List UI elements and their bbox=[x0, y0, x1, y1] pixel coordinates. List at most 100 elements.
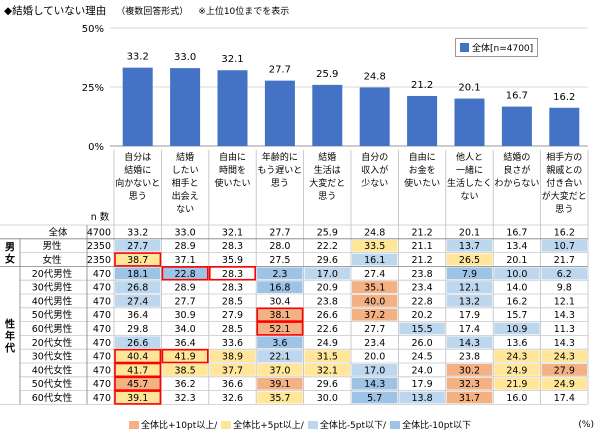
highlight-cell bbox=[352, 308, 398, 321]
highlight-cell bbox=[446, 336, 493, 349]
table-cell-value: 30.0 bbox=[317, 393, 338, 404]
row-n: 470 bbox=[93, 310, 111, 321]
table-cell-value: 36.4 bbox=[127, 310, 148, 321]
category-label: 他人と bbox=[456, 151, 483, 163]
bar bbox=[264, 80, 295, 146]
category-label: 良さが bbox=[503, 164, 530, 176]
table-cell-value: 17.4 bbox=[459, 324, 480, 335]
bar bbox=[454, 98, 485, 146]
table-cell-value: 15.5 bbox=[412, 324, 433, 335]
category-label: 生活したく bbox=[447, 177, 492, 189]
max-marker-box bbox=[114, 252, 162, 267]
table-cell-value: 34.0 bbox=[175, 324, 196, 335]
table-cell-value: 22.8 bbox=[175, 269, 196, 280]
highlight-cell bbox=[352, 391, 398, 404]
table-cell-value: 10.9 bbox=[506, 324, 527, 335]
legend: 全体[n=4700] bbox=[455, 38, 539, 57]
max-marker-box bbox=[114, 362, 162, 378]
table-cell-value: 28.3 bbox=[222, 241, 243, 252]
table-cell-value: 21.2 bbox=[412, 227, 433, 238]
table-cell-value: 28.5 bbox=[222, 324, 243, 335]
highlight-cell bbox=[115, 377, 161, 390]
category-label: が大変だと bbox=[542, 190, 587, 202]
highlight-cell bbox=[257, 377, 303, 390]
table-cell-value: 24.0 bbox=[412, 365, 433, 376]
table-cell-value: 38.1 bbox=[269, 310, 290, 321]
table-cell-value: 14.3 bbox=[459, 338, 480, 349]
table-cell-value: 37.7 bbox=[222, 365, 243, 376]
highlight-cell bbox=[115, 391, 161, 404]
table-cell-value: 16.0 bbox=[506, 393, 527, 404]
highlight-cell bbox=[352, 377, 398, 390]
table-cell-value: 21.2 bbox=[412, 255, 433, 266]
table-cell-value: 35.9 bbox=[222, 255, 243, 266]
category-label: もう遅いと bbox=[258, 165, 303, 176]
max-marker-box bbox=[256, 307, 304, 322]
table-cell-value: 37.1 bbox=[175, 255, 196, 266]
legend-plus10: 全体比+10pt以上/ bbox=[128, 418, 217, 431]
max-marker-box bbox=[161, 348, 209, 364]
bar-value-label: 25.9 bbox=[316, 69, 338, 80]
table-cell-value: 16.2 bbox=[554, 227, 575, 238]
table-cell-value: 27.5 bbox=[269, 255, 290, 266]
legend-minus5: 全体比-5pt以下/ bbox=[307, 418, 386, 431]
table-cell-value: 33.6 bbox=[222, 338, 243, 349]
bar-value-label: 21.2 bbox=[411, 80, 433, 91]
highlight-cell bbox=[257, 267, 303, 280]
category-label: 自分の bbox=[361, 151, 388, 163]
category-label: 自由に bbox=[409, 151, 436, 163]
category-label: 大変だと bbox=[309, 177, 345, 189]
row-label: 20代女性 bbox=[32, 337, 73, 349]
category-label: わからない bbox=[494, 178, 539, 189]
table-cell-value: 24.9 bbox=[554, 379, 575, 390]
highlight-cell bbox=[446, 239, 493, 252]
table-cell-value: 22.8 bbox=[412, 296, 433, 307]
highlight-cell bbox=[115, 295, 161, 307]
row-n: 470 bbox=[93, 324, 111, 335]
table-cell-value: 20.2 bbox=[412, 310, 433, 321]
max-marker-box bbox=[256, 321, 304, 336]
table-cell-value: 17.9 bbox=[459, 310, 480, 321]
category-label: 時間を bbox=[219, 165, 246, 176]
highlight-cell bbox=[115, 350, 161, 362]
row-n: 470 bbox=[93, 296, 111, 307]
table-cell-value: 24.3 bbox=[506, 352, 527, 363]
table-cell-value: 17.4 bbox=[554, 393, 575, 404]
table-cell-value: 21.7 bbox=[554, 255, 575, 266]
table-cell-value: 3.6 bbox=[272, 338, 287, 349]
table-cell-value: 32.6 bbox=[222, 393, 243, 404]
row-label: 50代男性 bbox=[32, 309, 73, 321]
category-label: 付き合い bbox=[546, 177, 582, 189]
highlight-cell bbox=[257, 322, 303, 335]
table-cell-value: 41.9 bbox=[175, 352, 196, 363]
highlight-cell bbox=[257, 281, 303, 293]
table-cell-value: 20.1 bbox=[459, 227, 480, 238]
category-label: ない bbox=[460, 191, 478, 202]
highlight-cell bbox=[541, 377, 587, 390]
table-cell-value: 36.4 bbox=[175, 338, 196, 349]
table-cell-value: 11.3 bbox=[554, 324, 575, 335]
table-cell-value: 28.9 bbox=[175, 241, 196, 252]
bar-value-label: 16.7 bbox=[506, 91, 528, 102]
row-n: 470 bbox=[93, 338, 111, 349]
table-cell-value: 26.6 bbox=[317, 310, 338, 321]
table-cell-value: 40.4 bbox=[127, 352, 148, 363]
row-group-label: 代 bbox=[4, 341, 15, 354]
highlight-cell bbox=[399, 391, 445, 404]
highlight-cell bbox=[352, 253, 398, 266]
table-cell-value: 37.2 bbox=[364, 310, 385, 321]
table-cell-value: 16.1 bbox=[364, 255, 385, 266]
table-cell-value: 14.3 bbox=[554, 338, 575, 349]
y-tick-label: 50% bbox=[82, 24, 104, 35]
highlight-cell bbox=[494, 350, 540, 362]
table-cell-value: 26.8 bbox=[127, 283, 148, 294]
highlight-cell bbox=[115, 239, 161, 252]
category-label: 自由に bbox=[219, 151, 246, 163]
bar-value-label: 32.1 bbox=[221, 54, 243, 65]
table-cell-value: 32.3 bbox=[175, 393, 196, 404]
highlight-legend: 全体比+10pt以上/ 全体比+5pt以上/ 全体比-5pt以下/ 全体比-10… bbox=[0, 418, 600, 431]
row-n: 470 bbox=[93, 352, 111, 363]
highlight-cell bbox=[257, 308, 303, 321]
table-cell-value: 23.8 bbox=[317, 296, 338, 307]
n-header: n 数 bbox=[91, 211, 110, 223]
